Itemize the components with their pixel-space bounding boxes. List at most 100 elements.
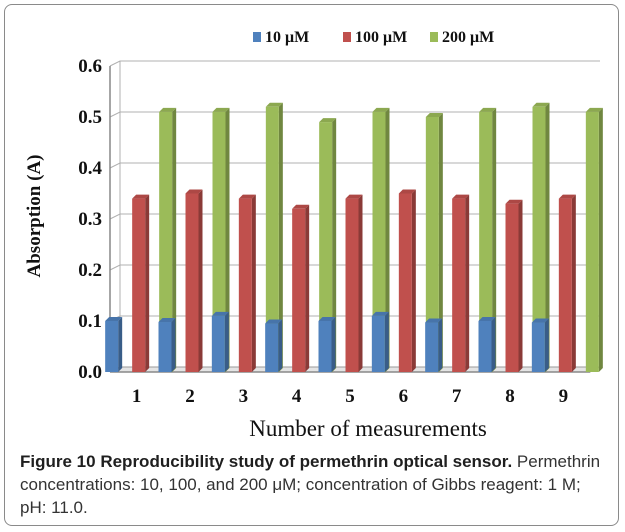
- bar-top: [105, 317, 123, 321]
- bar-side: [278, 319, 283, 372]
- bar-side: [465, 194, 470, 372]
- legend-swatch: [430, 32, 438, 42]
- y-axis-title: Absorption (A): [24, 155, 45, 278]
- x-tick-label: 9: [559, 386, 569, 407]
- bar: [345, 198, 359, 372]
- x-tick-label: 5: [345, 386, 355, 407]
- bar: [105, 321, 119, 372]
- bar: [211, 315, 225, 372]
- figure-caption: Figure 10 Reproducibility study of perme…: [20, 450, 610, 519]
- x-tick-label: 3: [239, 386, 249, 407]
- x-axis-title: Number of measurements: [249, 416, 487, 441]
- bar-side: [278, 102, 283, 373]
- bar-side: [544, 318, 549, 372]
- bar: [265, 106, 279, 373]
- y-tick-label: 0.0: [78, 362, 102, 383]
- bar-top: [531, 318, 549, 323]
- y-tick-label: 0.3: [78, 209, 102, 230]
- bar-side: [438, 113, 443, 372]
- x-tick-label: 8: [505, 386, 515, 407]
- x-tick-label: 6: [399, 386, 409, 407]
- bar: [452, 198, 466, 372]
- gridline: [109, 111, 600, 118]
- bar: [531, 322, 545, 372]
- legend: 10 μM 100 μM 200 μM: [253, 29, 494, 46]
- bar-top: [345, 194, 363, 199]
- bar-side: [332, 118, 337, 372]
- bar-side: [251, 194, 256, 372]
- bar-top: [479, 107, 497, 112]
- bar-top: [478, 317, 496, 321]
- bar-top: [319, 118, 337, 123]
- bar: [212, 111, 226, 373]
- bar: [585, 111, 599, 373]
- bar: [372, 111, 386, 373]
- bar: [398, 193, 412, 372]
- bar: [478, 321, 492, 372]
- bar-side: [411, 189, 416, 372]
- figure-body: Permethrin concentrations: 10, 100, and …: [20, 452, 601, 517]
- bar-top: [238, 194, 256, 199]
- bar-top: [398, 189, 416, 194]
- bar-top: [452, 194, 470, 199]
- bar-top: [372, 107, 390, 112]
- legend-label: 100 μM: [355, 29, 407, 46]
- bar-top: [159, 107, 177, 112]
- bar-top: [211, 311, 229, 316]
- bar-side: [385, 107, 390, 373]
- bar-side: [518, 199, 523, 372]
- bar-side: [171, 318, 176, 372]
- bar-top: [371, 311, 389, 316]
- bar: [132, 198, 146, 372]
- bar: [158, 322, 172, 372]
- x-tick-label: 2: [185, 386, 195, 407]
- bar: [532, 106, 546, 373]
- bar-top: [132, 194, 150, 199]
- bar-side: [224, 311, 229, 372]
- figure-heading: Reproducibility study of permethrin opti…: [100, 452, 513, 471]
- bars: [105, 102, 603, 373]
- bar: [319, 122, 333, 372]
- gridline: [109, 162, 600, 169]
- bar-top: [212, 107, 230, 112]
- legend-swatch: [253, 32, 261, 42]
- bar-side: [545, 102, 550, 373]
- tick-labels: 0.0 0.1 0.2 0.3 0.4 0.5 0.6 1 2 3 4 5 6 7 8 9: [78, 56, 568, 407]
- y-tick-label: 0.6: [78, 56, 102, 77]
- bar-side: [571, 194, 576, 372]
- bar-top: [532, 102, 550, 107]
- bar-top: [425, 318, 443, 323]
- bar: [318, 321, 332, 372]
- bar: [265, 323, 279, 372]
- y-tick-label: 0.1: [78, 311, 102, 332]
- bar-side: [331, 317, 336, 372]
- bar-top: [292, 204, 310, 209]
- bar: [371, 315, 385, 372]
- bar-side: [384, 311, 389, 372]
- bar-side: [491, 317, 496, 372]
- bar-side: [172, 107, 177, 373]
- bar-side: [225, 107, 230, 373]
- x-tick-label: 4: [292, 386, 302, 407]
- bar-top: [265, 102, 283, 107]
- bar-side: [492, 107, 497, 373]
- bar: [425, 322, 439, 372]
- bar: [238, 198, 252, 372]
- bar: [159, 111, 173, 373]
- bar: [185, 193, 199, 372]
- bar-side: [438, 318, 443, 372]
- y-tick-label: 0.2: [78, 260, 102, 281]
- bar-chart: 0.0 0.1 0.2 0.3 0.4 0.5 0.6 1 2 3 4 5 6 7 8 9 10 μM 100 …: [24, 29, 603, 441]
- legend-label: 10 μM: [265, 29, 309, 46]
- bar-side: [145, 194, 150, 372]
- gridline: [109, 60, 600, 67]
- bar-top: [158, 318, 176, 323]
- bar-side: [358, 194, 363, 372]
- bar: [425, 117, 439, 372]
- legend-swatch: [343, 32, 351, 42]
- legend-label: 200 μM: [442, 29, 494, 46]
- x-tick-label: 7: [452, 386, 462, 407]
- x-tick-label: 1: [132, 386, 142, 407]
- bar-side: [598, 107, 603, 373]
- figure-label: Figure 10: [20, 452, 96, 471]
